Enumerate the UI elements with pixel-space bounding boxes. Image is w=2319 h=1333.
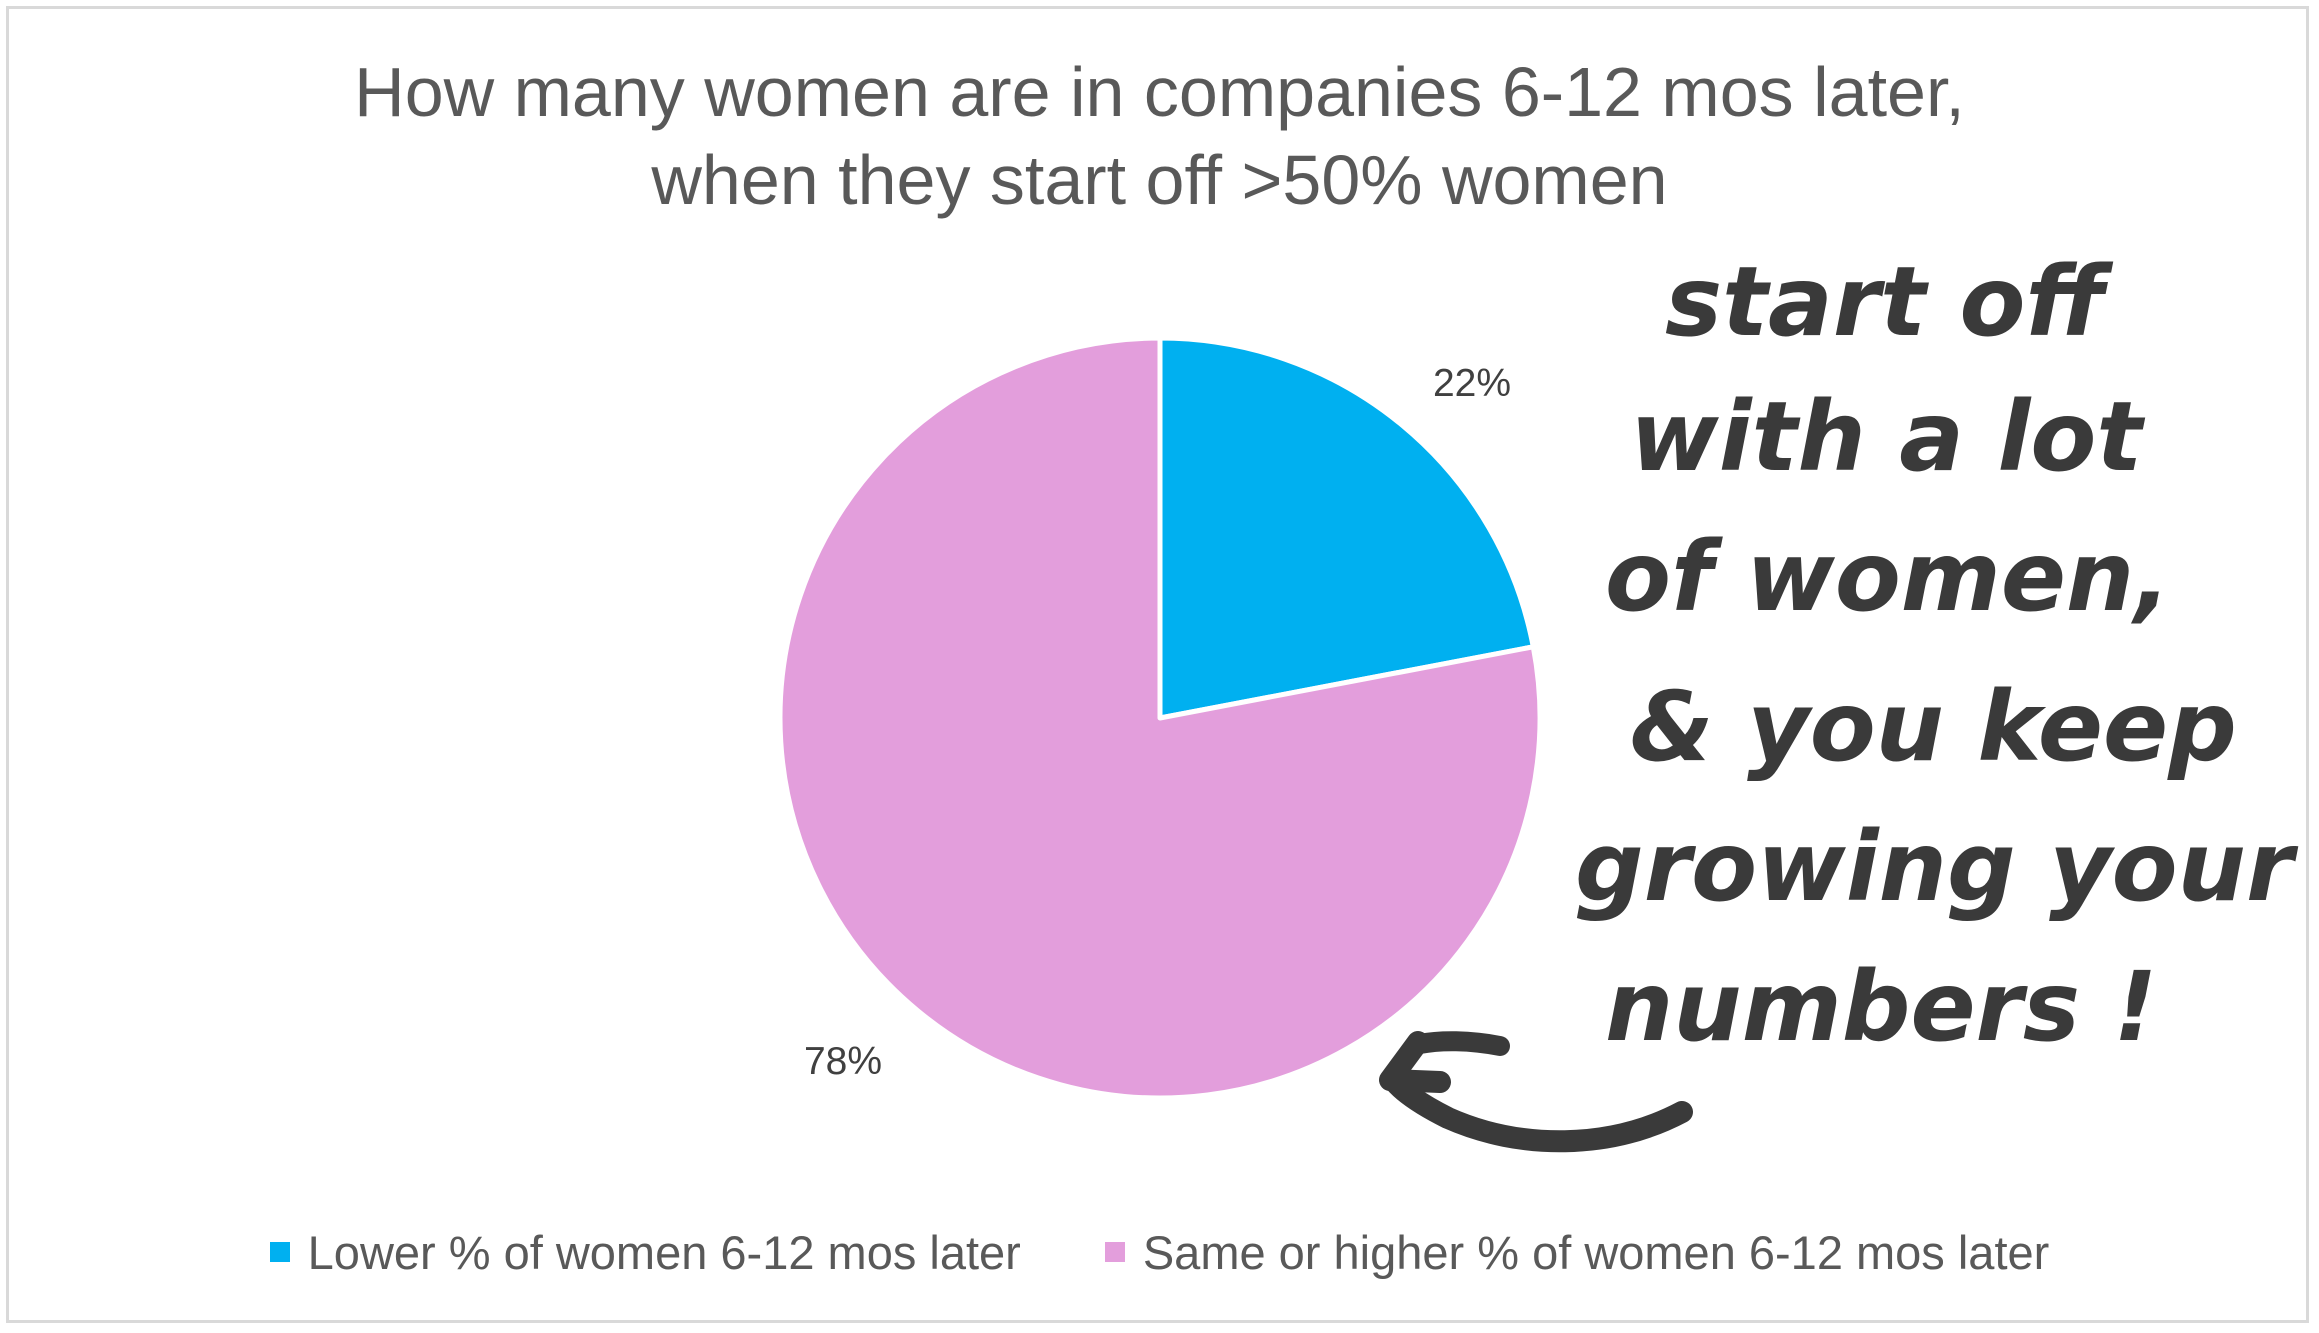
- annotation-line: start off: [1665, 246, 2113, 358]
- annotation-line: & you keep: [1630, 671, 2237, 783]
- annotation-line: numbers !: [1605, 951, 2157, 1063]
- chart-legend: Lower % of women 6-12 mos later Same or …: [0, 1222, 2319, 1282]
- legend-item-same-or-higher: Same or higher % of women 6-12 mos later: [1104, 1225, 2050, 1280]
- annotation-arrow: [1379, 1031, 1693, 1153]
- handwritten-annotation: start off with a lot of women, & you keep gr…: [1575, 246, 2299, 1063]
- legend-swatch-lower: [269, 1242, 290, 1262]
- data-label-lower: 22%: [1433, 362, 1511, 405]
- chart-title-line-1: How many women are in companies 6-12 mos…: [354, 53, 1965, 131]
- legend-swatch-same-or-higher: [1104, 1242, 1125, 1262]
- legend-label-lower: Lower % of women 6-12 mos later: [307, 1225, 1021, 1279]
- chart-title-line-2: when they start off >50% women: [651, 141, 1668, 219]
- legend-label-same-or-higher: Same or higher % of women 6-12 mos later: [1142, 1225, 2050, 1279]
- chart-title: How many women are in companies 6-12 mos…: [0, 48, 2319, 224]
- pie-data-labels: 22% 78%: [804, 362, 1511, 1083]
- annotation-line: with a lot: [1630, 381, 2145, 493]
- pie-slice-lower: [1157, 335, 1536, 721]
- data-label-same-or-higher: 78%: [804, 1040, 882, 1083]
- pie-slice-same-or-higher: [777, 335, 1543, 1101]
- pie-slices: [777, 335, 1543, 1101]
- annotation-line: growing your: [1575, 811, 2299, 923]
- legend-item-lower: Lower % of women 6-12 mos later: [269, 1225, 1021, 1280]
- annotation-line: of women,: [1605, 521, 2171, 633]
